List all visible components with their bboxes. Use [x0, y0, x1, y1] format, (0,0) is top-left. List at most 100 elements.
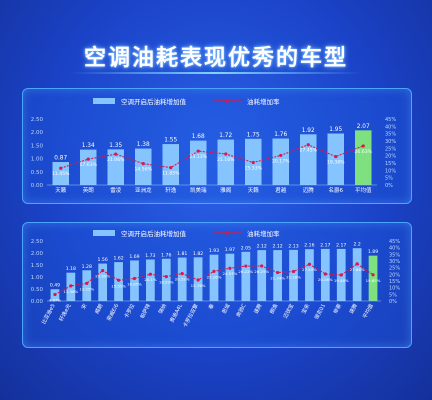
category-label: 天籁 [248, 186, 260, 194]
bar-value-label: 1.18 [66, 266, 76, 272]
bar-value-label: 1.93 [209, 248, 219, 254]
rate-point [116, 278, 121, 282]
rate-point [323, 272, 327, 276]
category-label: 迈腾 [303, 186, 315, 194]
rate-value-label: 27.45% [299, 148, 317, 154]
rate-value-label: 24.57% [222, 271, 237, 276]
rate-point [224, 152, 228, 156]
rate-value-label: 26.25% [254, 269, 269, 274]
y-tick-label: 0.00 [31, 183, 44, 189]
rate-point [212, 269, 216, 273]
rate-value-label: 19.38% [327, 160, 345, 166]
y-tick-label: 2.50 [31, 117, 44, 123]
bar [300, 134, 317, 185]
rate-point [371, 273, 375, 277]
bar-value-label: 1.82 [193, 251, 203, 257]
rate-value-label: 14.56% [134, 167, 152, 173]
bar-value-label: 2.12 [257, 244, 267, 250]
category-label: 威朗 [92, 302, 104, 315]
bar-value-label: 1.68 [192, 134, 205, 140]
chart-2: 空调开启后油耗增加值 油耗增加率 0.00 0.50 1.00 1.50 2.00 2.50 0… [31, 229, 401, 329]
y-tick-label: 0.50 [31, 170, 44, 176]
rate-point [164, 275, 168, 279]
y-tick-label: 2.50 [31, 239, 44, 245]
rate-point [53, 292, 57, 297]
rate-value-label: 20.52% [175, 277, 190, 282]
legend-label-line: 油耗增加率 [247, 97, 280, 106]
bar [352, 248, 362, 301]
y2-tick-label: 0% [389, 299, 397, 305]
category-label: 帕萨特 [138, 302, 152, 320]
y2-tick-label: 30% [385, 139, 396, 145]
y-tick-label: 2.00 [31, 251, 44, 257]
bar-value-label: 1.72 [219, 133, 232, 139]
rate-value-label: 20.1% [144, 277, 157, 282]
title-underline [70, 72, 362, 74]
rate-line [60, 144, 364, 169]
category-label: 平均值 [355, 186, 372, 194]
bar [130, 260, 139, 301]
bar-value-label: 1.76 [274, 132, 287, 138]
category-label: 瑞纳 [156, 302, 168, 315]
y-tick-label: 1.50 [31, 263, 44, 269]
rate-point [59, 166, 63, 170]
rate-value-label: 13.25% [79, 286, 94, 291]
legend-label-line: 油耗增加率 [247, 229, 280, 238]
rate-value-label: 15.76% [191, 283, 206, 288]
rate-point [355, 262, 359, 266]
bar-value-label: 2.2 [353, 242, 360, 248]
bar-value-label: 2.07 [357, 124, 370, 130]
rate-value-label: 20.17% [272, 158, 290, 164]
bar-value-label: 1.92 [302, 128, 315, 134]
category-label: 秦 [206, 301, 216, 310]
rate-value-label: 22.16% [286, 274, 301, 279]
legend-marker-line [225, 99, 229, 103]
bar [289, 249, 298, 301]
bar [161, 258, 171, 301]
y2-tick-label: 15% [389, 279, 400, 285]
bar [273, 250, 282, 301]
category-label: 卡罗拉 [122, 302, 136, 320]
rate-point [114, 152, 118, 156]
rate-value-label: 22.26% [207, 274, 222, 279]
category-label: 迈锐宝 [281, 302, 295, 320]
bar-value-label: 1.28 [82, 264, 92, 270]
y2-tick-label: 0% [385, 183, 393, 189]
category-label: 凯美瑞 [190, 186, 207, 194]
y2-tick-label: 45% [389, 239, 400, 245]
legend-label-bar: 空调开启后油耗增加值 [121, 229, 187, 238]
bar-value-label: 1.69 [129, 254, 139, 260]
rate-point [361, 144, 365, 148]
y2-tick-label: 10% [385, 168, 396, 174]
rate-value-label: 17.63% [79, 162, 97, 168]
y-tick-label: 2.00 [31, 130, 44, 136]
category-label: 雅阁 [220, 186, 231, 194]
rate-point [276, 270, 280, 275]
rate-value-label: 11.45% [52, 171, 70, 177]
rate-value-label: 20.26% [318, 277, 333, 282]
rate-value-label: 18.29% [159, 280, 174, 285]
rate-point [291, 269, 296, 274]
bar [177, 257, 187, 301]
rate-value-label: 11.85% [162, 171, 180, 177]
category-label: 奥迪A4L [167, 302, 184, 324]
legend: 空调开启后油耗增加值 油耗增加率 [93, 229, 280, 238]
rate-value-label: 15.33% [244, 166, 262, 172]
y-tick-label: 0.50 [31, 287, 44, 293]
rate-point [196, 149, 200, 153]
legend-label-bar: 空调开启后油耗增加值 [121, 97, 187, 106]
y-tick-label: 1.50 [31, 143, 44, 149]
category-label: 英朗 [83, 186, 95, 194]
rate-point [260, 264, 264, 268]
bar-value-label: 2.05 [241, 245, 251, 251]
rate-point [244, 264, 248, 268]
bar [107, 149, 124, 185]
y2-tick-label: 5% [389, 292, 397, 298]
category-label: 天籁 [55, 186, 67, 194]
category-label: 宝来 [299, 301, 311, 315]
bar [209, 254, 219, 301]
y2-tick-label: 20% [385, 154, 396, 160]
y-tick-label: 1.00 [31, 157, 44, 163]
category-label: 奔驰C [234, 302, 248, 318]
